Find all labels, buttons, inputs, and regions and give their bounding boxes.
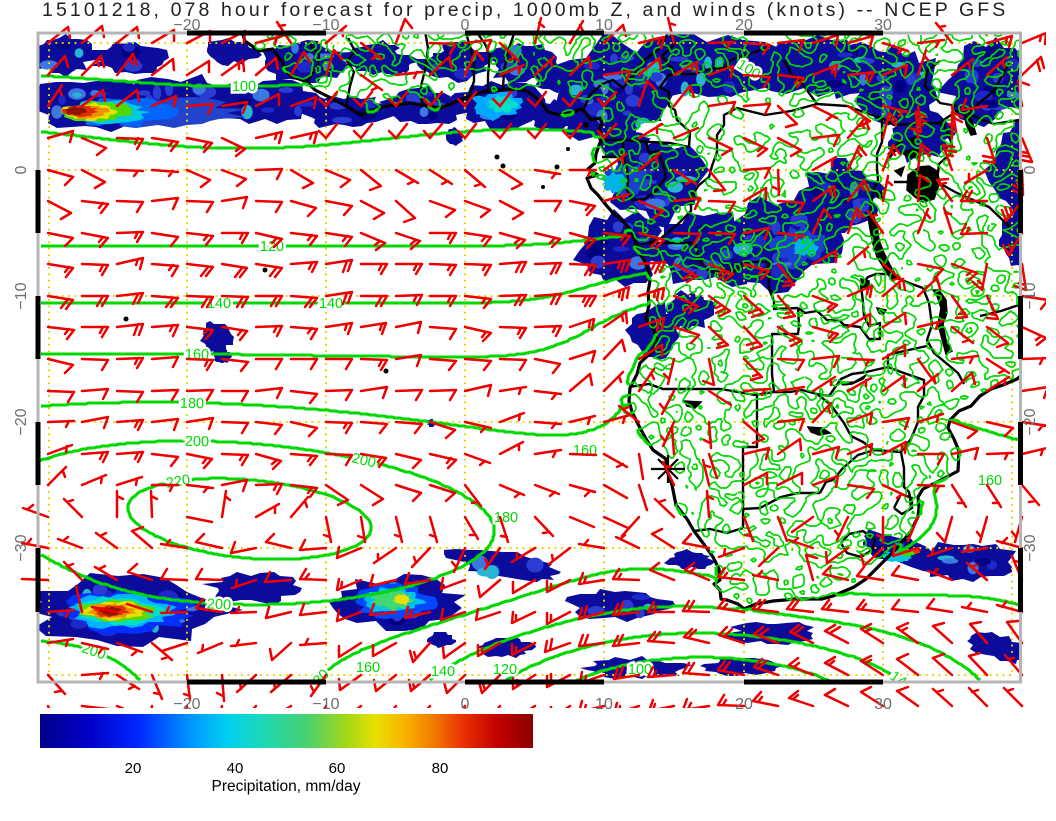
svg-text:−30: −30 (1022, 534, 1039, 561)
svg-text:120: 120 (493, 662, 517, 678)
svg-text:180: 180 (494, 510, 518, 526)
svg-text:0: 0 (1022, 165, 1039, 174)
svg-text:20: 20 (735, 17, 753, 34)
svg-text:40: 40 (227, 760, 244, 777)
svg-text:0: 0 (461, 696, 470, 713)
svg-text:15101218, 078 hour forecast fo: 15101218, 078 hour forecast for precip, … (42, 0, 1008, 21)
svg-text:30: 30 (874, 17, 892, 34)
svg-text:160: 160 (573, 443, 597, 459)
svg-text:10: 10 (595, 17, 613, 34)
svg-text:−10: −10 (1022, 282, 1039, 309)
svg-text:−20: −20 (13, 408, 30, 435)
svg-text:−10: −10 (312, 17, 339, 34)
svg-text:20: 20 (735, 696, 753, 713)
svg-text:200: 200 (185, 434, 209, 450)
svg-text:140: 140 (319, 296, 343, 312)
svg-text:10: 10 (595, 696, 613, 713)
svg-text:−20: −20 (173, 696, 200, 713)
svg-text:160: 160 (978, 473, 1002, 489)
svg-text:−30: −30 (13, 534, 30, 561)
svg-text:60: 60 (329, 760, 346, 777)
svg-text:−10: −10 (312, 696, 339, 713)
svg-text:140: 140 (431, 664, 455, 680)
svg-text:140: 140 (207, 296, 231, 312)
svg-text:−20: −20 (173, 17, 200, 34)
svg-text:0: 0 (461, 17, 470, 34)
svg-text:20: 20 (125, 760, 142, 777)
svg-text:180: 180 (180, 396, 204, 412)
svg-text:Precipitation, mm/day: Precipitation, mm/day (211, 778, 360, 795)
svg-text:0: 0 (13, 165, 30, 174)
svg-text:160: 160 (356, 660, 380, 676)
svg-text:100: 100 (232, 79, 256, 95)
svg-text:−20: −20 (1022, 408, 1039, 435)
svg-text:−10: −10 (13, 282, 30, 309)
svg-text:80: 80 (432, 760, 449, 777)
svg-text:30: 30 (874, 696, 892, 713)
